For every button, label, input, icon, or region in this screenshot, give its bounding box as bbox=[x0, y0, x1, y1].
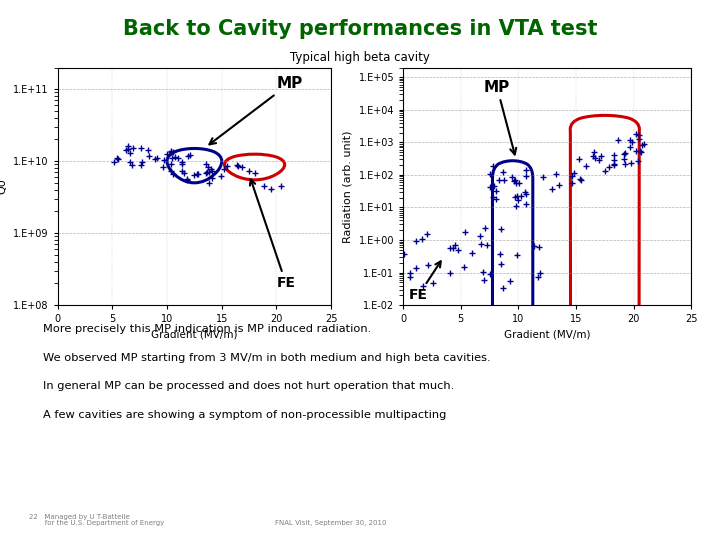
Text: FE: FE bbox=[409, 261, 441, 302]
Text: FNAL Visit, September 30, 2010: FNAL Visit, September 30, 2010 bbox=[276, 521, 387, 526]
Text: MP: MP bbox=[484, 79, 516, 154]
X-axis label: Gradient (MV/m): Gradient (MV/m) bbox=[504, 330, 590, 340]
Text: More precisely this MP indication is MP induced radiation.: More precisely this MP indication is MP … bbox=[43, 324, 372, 334]
Text: Typical high beta cavity: Typical high beta cavity bbox=[290, 51, 430, 64]
Text: A few cavities are showing a symptom of non-processible multipacting: A few cavities are showing a symptom of … bbox=[43, 410, 446, 420]
Y-axis label: Q0: Q0 bbox=[0, 178, 7, 194]
Y-axis label: Radiation (arb. unit): Radiation (arb. unit) bbox=[343, 130, 353, 242]
Text: In general MP can be processed and does not hurt operation that much.: In general MP can be processed and does … bbox=[43, 381, 454, 391]
Text: MP: MP bbox=[210, 76, 302, 144]
Text: 22   Managed by U T-Battelle
       for the U.S. Department of Energy: 22 Managed by U T-Battelle for the U.S. … bbox=[29, 514, 164, 526]
X-axis label: Gradient (MV/m): Gradient (MV/m) bbox=[151, 330, 238, 340]
Text: FE: FE bbox=[250, 179, 295, 291]
Text: Back to Cavity performances in VTA test: Back to Cavity performances in VTA test bbox=[122, 19, 598, 39]
Text: We observed MP starting from 3 MV/m in both medium and high beta cavities.: We observed MP starting from 3 MV/m in b… bbox=[43, 353, 491, 363]
